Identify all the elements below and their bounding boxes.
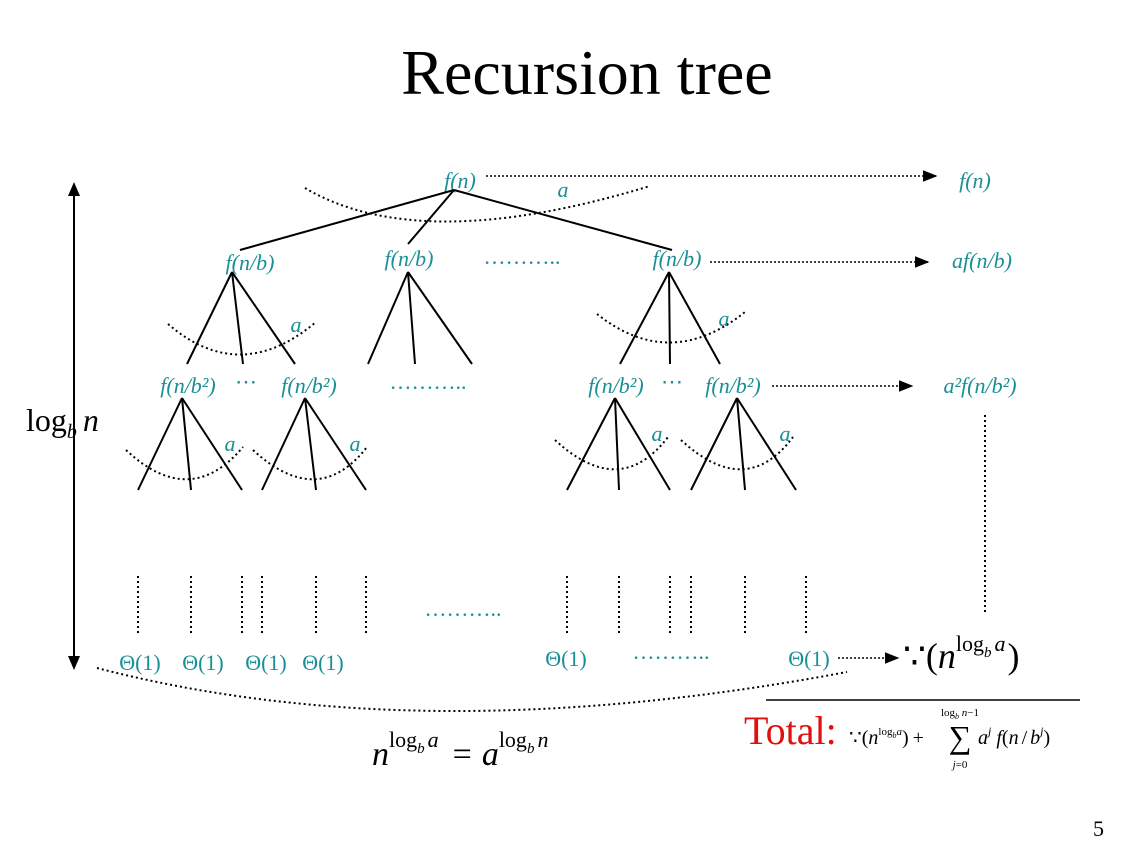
svg-text:∑: ∑	[949, 719, 972, 755]
level2-dots-left: ⋯	[235, 369, 257, 394]
level2-node-a: f(n/b²)	[160, 373, 215, 398]
height-label: logb n	[26, 402, 99, 443]
level1-edges	[186, 271, 721, 365]
root-branch-label: a	[558, 177, 569, 202]
sum-arrows	[486, 170, 938, 664]
level1-ellipsis: ………..	[484, 244, 561, 269]
page-number: 5	[1093, 816, 1104, 841]
root-branch-arc	[304, 185, 651, 223]
svg-text:j=0: j=0	[951, 759, 968, 771]
leaf-brace-arc	[96, 667, 848, 712]
level1-branch-label-left: a	[291, 312, 302, 337]
height-arrow	[68, 182, 80, 670]
root-edges	[239, 189, 673, 251]
leaf-6: Θ(1)	[788, 646, 830, 671]
level1-node-left: f(n/b)	[226, 250, 275, 275]
level1-node-middle: f(n/b)	[385, 246, 434, 271]
level2-dots-right: ⋯	[661, 369, 683, 394]
leaf-4: Θ(1)	[302, 650, 344, 675]
svg-text:∵(nlogba)+: ∵(nlogba) +	[849, 726, 924, 749]
level2-node-b: f(n/b²)	[281, 373, 336, 398]
level1-sum: af(n/b)	[952, 248, 1012, 273]
root-node: f(n)	[444, 168, 476, 193]
level2-branch-label-2: a	[350, 431, 361, 456]
svg-text:logb n−1: logb n−1	[941, 707, 979, 721]
total-formula: ∵(nlogba) + logb n−1 ∑ j=0 aj f(n / bj)	[849, 707, 1050, 771]
leaf-2: Θ(1)	[182, 650, 224, 675]
leaf-total-formula: ∵(nlogb a)	[903, 631, 1020, 676]
slide-title: Recursion tree	[401, 37, 772, 108]
root-sum: f(n)	[959, 168, 991, 193]
svg-text:ajf(n/bj): aj f(n / bj)	[978, 724, 1050, 749]
level2-edges	[137, 397, 797, 491]
svg-text:∵(nlogba): ∵(nlogb a)	[903, 631, 1020, 676]
level2-branch-label-4: a	[780, 421, 791, 446]
level2-branch-arcs	[125, 436, 794, 481]
level1-branch-label-right: a	[719, 306, 730, 331]
leaf-ellipsis: ………..	[633, 639, 710, 664]
leaf-1: Θ(1)	[119, 650, 161, 675]
middle-ellipsis: ………..	[425, 596, 502, 621]
level2-node-d: f(n/b²)	[705, 373, 760, 398]
leaf-5: Θ(1)	[545, 646, 587, 671]
level2-node-c: f(n/b²)	[588, 373, 643, 398]
level2-branch-label-1: a	[225, 431, 236, 456]
level2-ellipsis: ………..	[390, 369, 467, 394]
leaf-identity: nlogb a = alogb n	[372, 727, 548, 773]
level1-node-right: f(n/b)	[653, 246, 702, 271]
level2-branch-label-3: a	[652, 421, 663, 446]
leaf-paths	[137, 415, 986, 636]
total-label: Total:	[744, 708, 837, 753]
leaf-3: Θ(1)	[245, 650, 287, 675]
level2-sum: a²f(n/b²)	[943, 373, 1016, 398]
level1-branch-arcs	[167, 311, 746, 356]
